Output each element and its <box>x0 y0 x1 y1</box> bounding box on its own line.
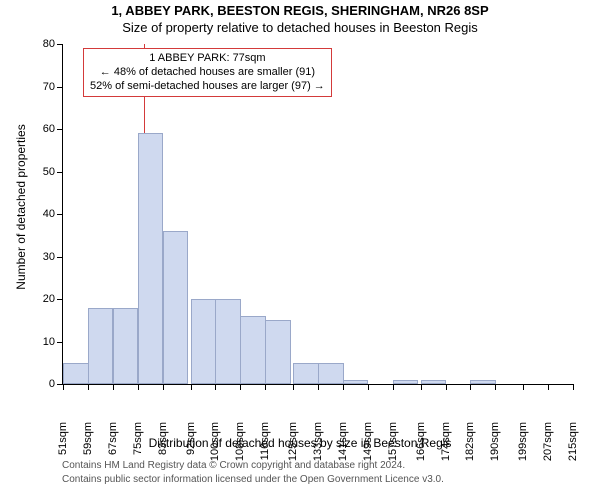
callout-line1: 1 ABBEY PARK: 77sqm <box>90 52 325 66</box>
x-tick <box>393 384 394 390</box>
x-tick <box>63 384 64 390</box>
y-tick-label: 10 <box>31 336 55 348</box>
x-tick <box>88 384 89 390</box>
x-tick <box>113 384 114 390</box>
histogram-bar <box>88 308 114 385</box>
histogram-bar <box>470 380 496 384</box>
footnote-1: Contains HM Land Registry data © Crown c… <box>62 460 405 471</box>
x-tick <box>240 384 241 390</box>
y-tick <box>57 87 63 88</box>
x-tick <box>548 384 549 390</box>
y-tick-label: 60 <box>31 123 55 135</box>
histogram-bar <box>113 308 139 385</box>
histogram-bar <box>163 231 189 384</box>
x-tick <box>163 384 164 390</box>
y-tick <box>57 299 63 300</box>
title-line1: 1, ABBEY PARK, BEESTON REGIS, SHERINGHAM… <box>0 3 600 18</box>
x-tick <box>368 384 369 390</box>
footnote-2: Contains public sector information licen… <box>62 474 444 485</box>
callout-line3: 52% of semi-detached houses are larger (… <box>90 80 325 94</box>
histogram-bar <box>421 380 447 384</box>
x-tick <box>470 384 471 390</box>
y-tick-label: 40 <box>31 208 55 220</box>
y-tick <box>57 342 63 343</box>
x-tick <box>293 384 294 390</box>
x-tick <box>495 384 496 390</box>
x-tick <box>523 384 524 390</box>
reference-callout: 1 ABBEY PARK: 77sqm ← 48% of detached ho… <box>83 48 332 97</box>
histogram-bar <box>293 363 319 384</box>
figure: 1, ABBEY PARK, BEESTON REGIS, SHERINGHAM… <box>0 0 600 500</box>
y-tick-label: 70 <box>31 81 55 93</box>
x-tick <box>215 384 216 390</box>
histogram-bar <box>343 380 369 384</box>
histogram-bar <box>63 363 89 384</box>
y-tick <box>57 172 63 173</box>
y-axis-label: Number of detached properties <box>14 105 28 309</box>
x-axis-label: Distribution of detached houses by size … <box>0 436 600 450</box>
x-tick <box>318 384 319 390</box>
y-tick <box>57 129 63 130</box>
callout-line2: ← 48% of detached houses are smaller (91… <box>90 66 325 80</box>
y-tick <box>57 257 63 258</box>
histogram-bar <box>318 363 344 384</box>
x-tick <box>421 384 422 390</box>
y-tick-label: 80 <box>31 38 55 50</box>
x-tick <box>446 384 447 390</box>
y-tick <box>57 44 63 45</box>
histogram-bar <box>215 299 241 384</box>
y-tick <box>57 214 63 215</box>
x-tick <box>265 384 266 390</box>
histogram-bar <box>191 299 217 384</box>
plot-area: 1 ABBEY PARK: 77sqm ← 48% of detached ho… <box>62 44 573 385</box>
x-tick <box>138 384 139 390</box>
x-tick <box>191 384 192 390</box>
histogram-bar <box>393 380 419 384</box>
histogram-bar <box>240 316 266 384</box>
histogram-bar <box>265 320 291 384</box>
y-tick-label: 0 <box>31 378 55 390</box>
x-tick <box>573 384 574 390</box>
y-tick-label: 50 <box>31 166 55 178</box>
title-line2: Size of property relative to detached ho… <box>0 20 600 35</box>
x-tick <box>343 384 344 390</box>
y-tick-label: 30 <box>31 251 55 263</box>
histogram-bar <box>138 133 164 384</box>
y-tick-label: 20 <box>31 293 55 305</box>
